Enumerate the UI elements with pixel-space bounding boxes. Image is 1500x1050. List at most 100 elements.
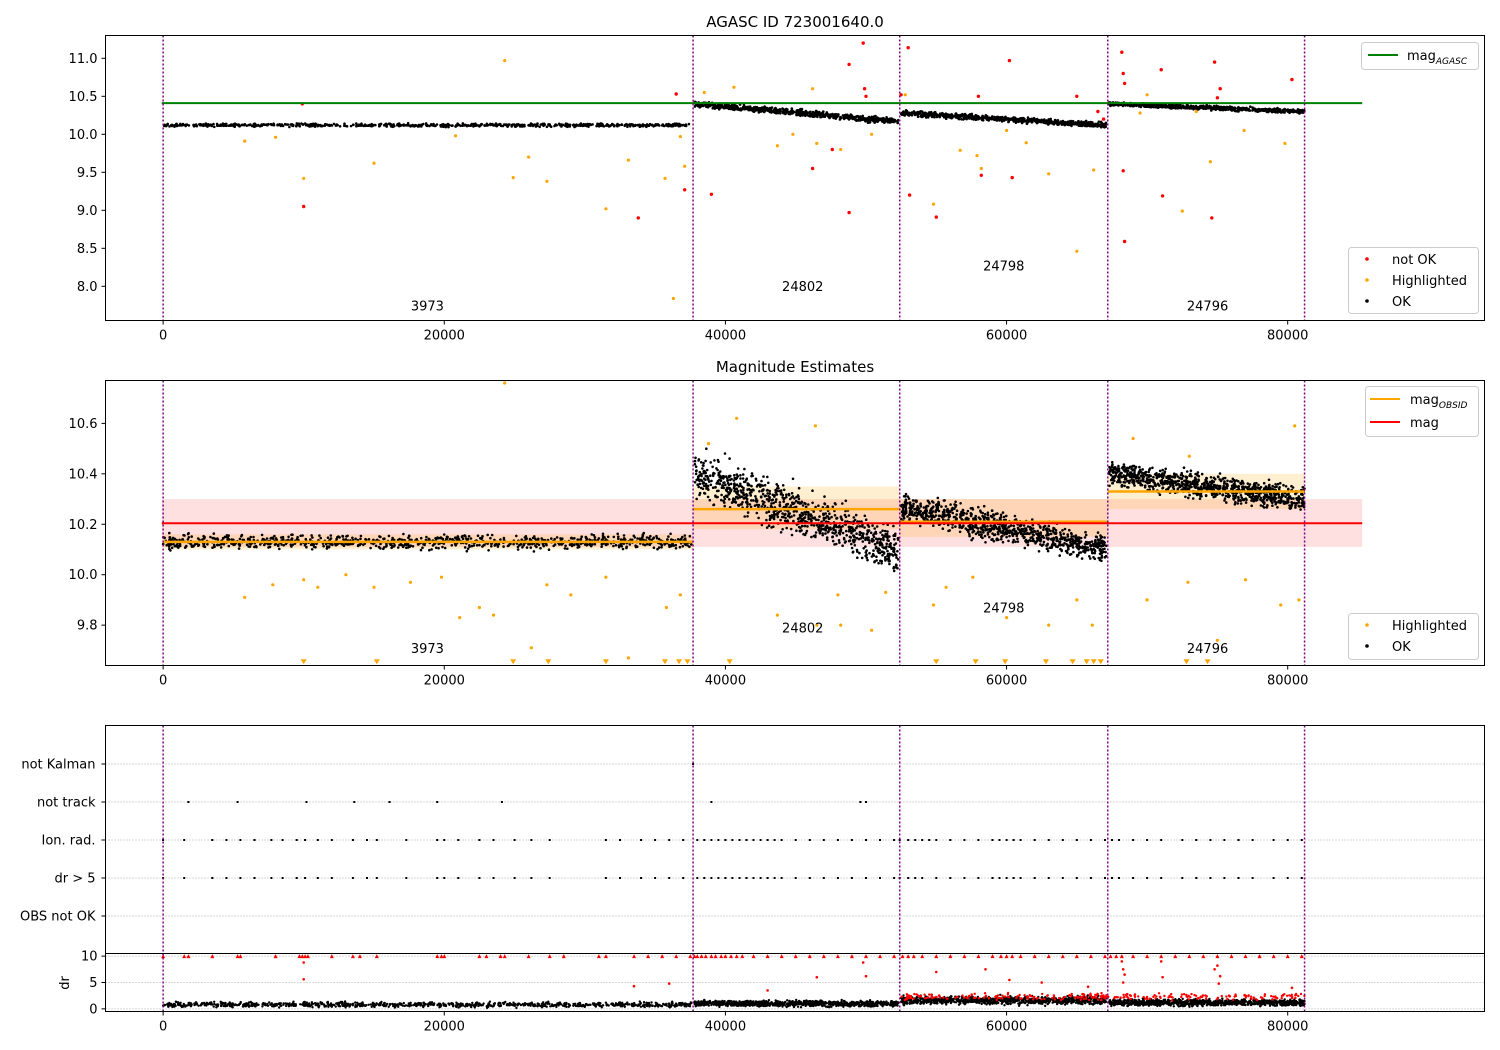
agasc-y-tick-label: 11.0 — [69, 52, 98, 67]
ok-point — [329, 537, 333, 540]
ok-point — [590, 533, 593, 536]
ok-point — [869, 531, 873, 535]
ok-point — [240, 533, 244, 537]
ok-point — [739, 484, 742, 488]
ok-point — [841, 114, 845, 117]
ok-point — [763, 504, 767, 508]
ok-point — [887, 560, 891, 563]
ok-point — [892, 549, 895, 552]
ok-point — [855, 548, 859, 552]
ok-point — [402, 532, 405, 536]
ok-point — [894, 563, 898, 566]
ok-point — [374, 544, 378, 548]
ok-point — [549, 125, 553, 129]
ok-point — [745, 497, 749, 501]
ok-point — [807, 114, 810, 118]
ok-point — [857, 116, 861, 119]
ok-point — [806, 525, 809, 528]
ok-point — [704, 459, 707, 463]
ok-point — [284, 123, 288, 126]
ok-point — [276, 123, 279, 126]
ok-point — [851, 534, 855, 537]
ok-point — [618, 123, 621, 127]
ok-point — [247, 545, 250, 548]
ok-point — [1254, 109, 1258, 112]
ok-point — [322, 544, 325, 548]
ok-point — [1084, 533, 1088, 537]
ok-point — [892, 524, 895, 528]
ok-point — [561, 537, 564, 540]
ok-point — [711, 486, 715, 490]
ok-point — [743, 105, 746, 109]
ok-point — [396, 546, 400, 549]
ok-point — [273, 543, 277, 546]
ok-point — [190, 545, 194, 548]
ok-point — [647, 124, 651, 127]
ok-point — [856, 556, 859, 559]
ok-point — [1179, 105, 1183, 109]
ok-point — [822, 524, 825, 527]
ok-point — [428, 548, 431, 552]
ok-point — [352, 123, 355, 127]
ok-point — [230, 538, 233, 541]
ok-point — [706, 495, 710, 499]
ok-point — [408, 534, 411, 538]
ok-point — [783, 519, 787, 523]
ok-point — [763, 494, 767, 498]
estimates-panel-title: Magnitude Estimates — [716, 358, 874, 376]
ok-point — [711, 473, 715, 476]
ok-point — [168, 125, 171, 128]
ok-point — [756, 107, 760, 110]
ok-point — [740, 107, 744, 111]
ok-point — [843, 513, 847, 517]
ok-point — [795, 529, 798, 532]
ok-point — [1205, 103, 1208, 107]
ok-point — [212, 532, 216, 535]
ok-point — [772, 515, 776, 518]
ok-point — [690, 543, 693, 546]
ok-point — [626, 125, 629, 129]
ok-point — [1053, 118, 1057, 122]
ok-point — [835, 542, 838, 546]
ok-point — [978, 533, 981, 536]
agasc-legend-status: not OK Highlighted OK — [1348, 247, 1479, 314]
ok-point — [417, 543, 420, 546]
ok-point — [864, 518, 868, 521]
ok-point — [778, 489, 781, 493]
ok-point — [534, 544, 537, 547]
ok-point — [877, 547, 880, 550]
ok-point — [597, 537, 601, 540]
ok-point — [715, 489, 719, 493]
ok-point — [588, 538, 591, 541]
ok-point — [411, 545, 415, 548]
ok-point — [1097, 120, 1101, 123]
ok-point — [524, 535, 528, 538]
ok-point — [850, 546, 854, 550]
ok-point — [803, 524, 806, 528]
ok-point — [225, 122, 228, 126]
ok-point — [781, 512, 784, 515]
ok-point — [821, 532, 824, 535]
ok-point — [755, 479, 758, 482]
ok-point — [951, 526, 954, 529]
ok-point — [806, 111, 810, 114]
ok-point — [886, 530, 889, 533]
ok-point — [437, 546, 440, 550]
ok-point — [365, 124, 369, 127]
ok-point — [792, 519, 795, 523]
ok-point — [723, 495, 726, 499]
ok-point — [227, 538, 231, 541]
ok-point — [984, 541, 987, 544]
ok-point — [860, 531, 863, 535]
ok-point — [831, 535, 834, 538]
ok-point — [771, 498, 774, 502]
ok-point — [1205, 107, 1209, 110]
ok-point — [720, 498, 723, 502]
ok-point — [944, 117, 948, 120]
ok-point — [465, 124, 469, 128]
ok-point — [726, 478, 729, 482]
ok-point — [833, 514, 837, 517]
ok-point — [796, 500, 800, 504]
ok-point — [701, 464, 705, 467]
ok-point — [216, 538, 220, 541]
